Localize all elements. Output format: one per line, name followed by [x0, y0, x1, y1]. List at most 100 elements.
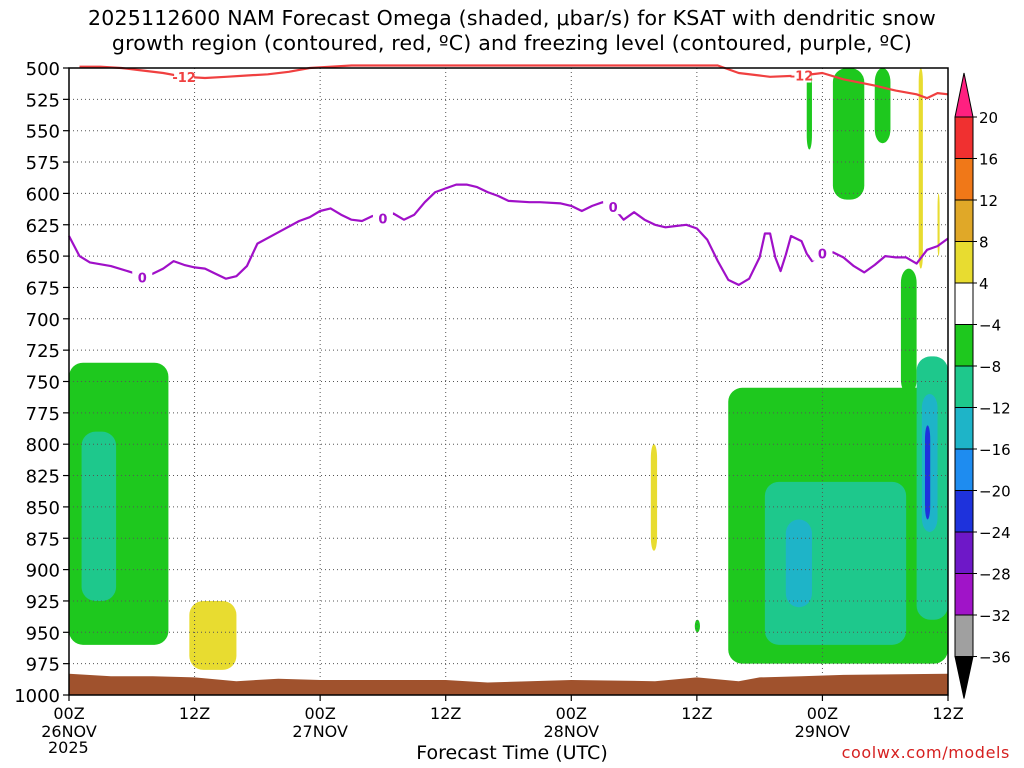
y-tick-label: 500 [26, 59, 60, 80]
x-date-label: 28NOV [543, 722, 599, 741]
temperature-contours: -12 -12 0 0 0 0 [68, 64, 949, 286]
dgz-contour-label-bg [791, 67, 812, 83]
colorbar-swatch [954, 614, 974, 657]
colorbar-label: −8 [979, 358, 1001, 376]
colorbar-swatch [954, 282, 974, 325]
colorbar-label: −4 [979, 317, 1001, 335]
omega-region-7 [785, 519, 812, 608]
colorbar-swatch [954, 116, 974, 159]
title-line-1: 2025112600 NAM Forecast Omega (shaded, μ… [88, 6, 936, 30]
y-tick-label: 925 [26, 592, 60, 613]
y-tick-label: 675 [26, 278, 60, 299]
terrain-surface [69, 673, 948, 695]
x-date-label: 29NOV [795, 722, 851, 741]
colorbar-swatch [954, 448, 974, 491]
colorbar-top-arrow [954, 72, 974, 118]
colorbar-bottom-arrow [954, 656, 974, 699]
x-date-label: 26NOV [41, 722, 97, 741]
x-tick-label: 12Z [179, 704, 210, 723]
omega-region-4 [694, 619, 700, 633]
omega-region-1 [81, 431, 117, 601]
colorbar-label: 20 [979, 109, 998, 127]
y-tick-label: 575 [26, 153, 60, 174]
x-tick-label: 12Z [932, 704, 963, 723]
x-date-label: 27NOV [292, 722, 348, 741]
x-tick-label: 00Z [304, 704, 335, 723]
colorbar-swatch [954, 573, 974, 616]
colorbar-label: 4 [979, 275, 989, 293]
colorbar-swatch [954, 241, 974, 284]
omega-region-15 [918, 68, 923, 269]
dgz-contour [79, 64, 949, 100]
x-axis-label: Forecast Time (UTC) [416, 742, 608, 764]
colorbar-label: 16 [979, 151, 998, 169]
chart-axes: 500 525 550 575 600 625 650 675 700 725 750 775 800 8… [14, 59, 964, 741]
colorbar-swatch [954, 531, 974, 574]
title-line-2: growth region (contoured, red, ºC) and f… [111, 31, 913, 55]
chart-title: 2025112600 NAM Forecast Omega (shaded, μ… [0, 6, 1024, 56]
source-credit: coolwx.com/models [841, 743, 1010, 762]
freezing-level-contour [68, 183, 949, 286]
omega-region-11 [900, 268, 917, 395]
freezing-level-contour-label-bg [132, 269, 153, 285]
y-tick-label: 625 [26, 216, 60, 237]
colorbar-swatch [954, 158, 974, 201]
colorbar-swatch [954, 324, 974, 367]
dgz-contour-label: -12 [790, 70, 814, 85]
freezing-level-contour-label-bg [603, 199, 624, 215]
y-tick-label: 800 [26, 435, 60, 456]
x-tick-label: 00Z [53, 704, 84, 723]
x-tick-label: 12Z [430, 704, 461, 723]
terrain-fill [69, 673, 948, 695]
x-tick-label: 12Z [681, 704, 712, 723]
y-tick-label: 550 [26, 122, 60, 143]
y-tick-label: 1000 [14, 686, 60, 707]
colorbar-swatch [954, 199, 974, 242]
y-tick-label: 900 [26, 561, 60, 582]
x-tick-label: 00Z [556, 704, 587, 723]
freezing-level-contour-label: 0 [378, 212, 387, 227]
colorbar-swatch [954, 490, 974, 533]
y-tick-label: 850 [26, 498, 60, 519]
y-tick-label: 725 [26, 341, 60, 362]
colorbar-label: −28 [979, 566, 1011, 584]
y-tick-label: 825 [26, 467, 60, 488]
colorbar-swatch [954, 365, 974, 408]
y-tick-label: 750 [26, 373, 60, 394]
colorbar-label: −24 [979, 524, 1011, 542]
y-tick-label: 600 [26, 184, 60, 205]
colorbar-label: −32 [979, 607, 1011, 625]
year-label: 2025 [48, 738, 89, 757]
omega-shading [69, 68, 948, 670]
y-tick-label: 775 [26, 404, 60, 425]
colorbar: 20 16 12 8 4 −4 −8 −12 −16 −20 −24 −28 −32 −36 [954, 72, 1011, 699]
freezing-level-contour-label: 0 [609, 201, 618, 216]
colorbar-label: 8 [979, 234, 989, 252]
dgz-contour-label: -12 [172, 71, 196, 86]
y-tick-label: 875 [26, 529, 60, 550]
freezing-level-contour-label: 0 [138, 271, 147, 286]
dgz-contour-label-bg [174, 68, 195, 84]
y-tick-label: 650 [26, 247, 60, 268]
omega-region-9 [832, 68, 865, 200]
omega-region-14 [924, 425, 931, 520]
y-tick-label: 700 [26, 310, 60, 331]
omega-region-2 [189, 600, 237, 670]
colorbar-swatch [954, 407, 974, 450]
colorbar-label: 12 [979, 192, 998, 210]
omega-region-3 [650, 444, 658, 551]
colorbar-label: −16 [979, 441, 1011, 459]
colorbar-label: −12 [979, 400, 1011, 418]
colorbar-label: −20 [979, 483, 1011, 501]
omega-region-10 [874, 68, 891, 144]
y-tick-label: 975 [26, 655, 60, 676]
omega-region-16 [937, 193, 940, 257]
colorbar-label: −36 [979, 649, 1011, 667]
freezing-level-contour-label-bg [372, 210, 393, 226]
x-tick-label: 00Z [807, 704, 838, 723]
y-tick-label: 950 [26, 623, 60, 644]
freezing-level-contour-label: 0 [818, 248, 827, 263]
omega-region-8 [806, 68, 812, 150]
y-tick-label: 525 [26, 90, 60, 111]
